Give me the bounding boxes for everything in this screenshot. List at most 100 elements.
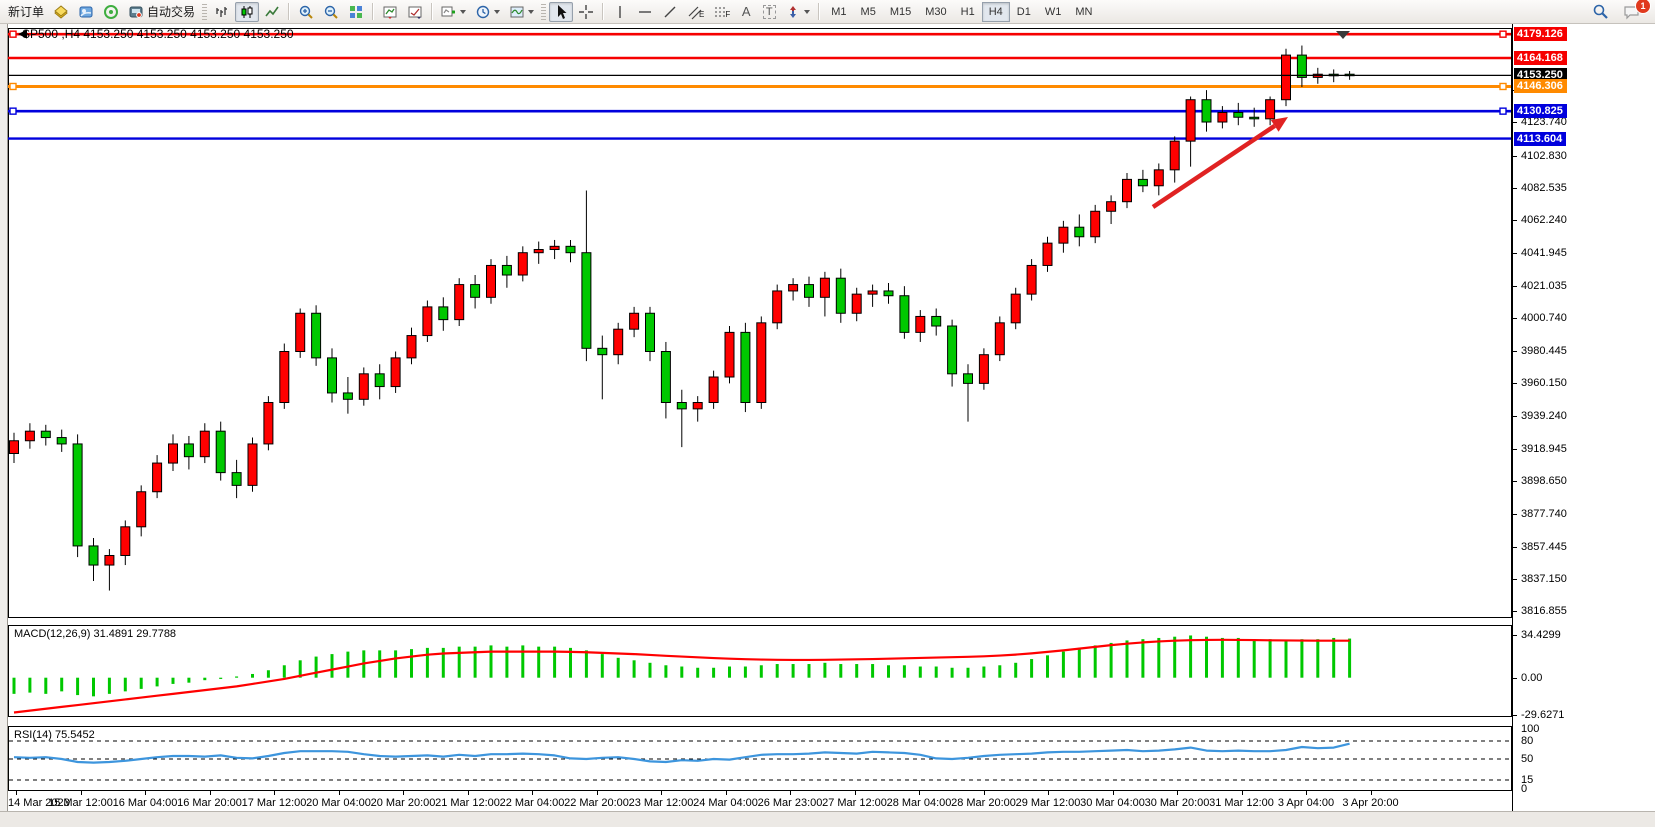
text-label-tool-button[interactable]: T — [758, 2, 780, 22]
date-label: 17 Mar 12:00 — [241, 797, 307, 809]
status-bar — [0, 811, 1655, 827]
price-axis-tick — [1513, 546, 1517, 548]
timeframe-button-w1[interactable]: W1 — [1044, 5, 1062, 18]
date-label: 28 Mar 20:00 — [951, 797, 1016, 809]
price-scale-label: 3898.650 — [1521, 475, 1567, 488]
macd-pane-canvas[interactable] — [8, 625, 1512, 717]
zoom-in-button[interactable] — [294, 2, 318, 22]
timeframe-button-h4[interactable]: H4 — [981, 1, 1010, 22]
line-handle — [1499, 30, 1507, 38]
date-label: 22 Mar 20:00 — [564, 797, 629, 809]
notifications-button[interactable]: 1 — [1619, 0, 1651, 22]
trendline-tool-button[interactable] — [658, 2, 682, 22]
chart-template-button[interactable] — [505, 2, 538, 22]
price-scale-label: 4021.035 — [1521, 280, 1567, 293]
vertical-line-icon — [612, 4, 628, 20]
new-order-label: 新订单 — [8, 5, 45, 19]
date-axis-tick — [1241, 791, 1243, 795]
period-clock-button[interactable] — [471, 2, 504, 22]
date-axis-tick — [16, 791, 17, 795]
date-axis[interactable]: 14 Mar 2023 15 Mar 12:00 16 Mar 04:00 16 Ma… — [8, 791, 1512, 811]
date-axis-tick — [1048, 791, 1049, 795]
toolbar-separator — [818, 3, 821, 20]
rsi-scale-label: 0 — [1521, 783, 1528, 795]
rsi-label: RSI(14) 75.5452 — [14, 729, 95, 741]
clock-icon — [475, 4, 491, 20]
price-chart-canvas[interactable] — [8, 28, 1512, 618]
cursor-tool-button[interactable] — [549, 1, 574, 22]
dropdown-caret-icon — [460, 9, 467, 14]
bar-chart-type-button[interactable] — [210, 2, 234, 22]
candlestick-chart-type-button[interactable] — [235, 1, 260, 22]
macd-scale-label: 0.00 — [1521, 671, 1543, 684]
search-icon — [1592, 3, 1609, 20]
equidistant-channel-tool-button[interactable]: E — [683, 2, 708, 22]
timeframe-button-d1[interactable]: D1 — [1016, 5, 1031, 18]
new-order-button[interactable]: 新订单 — [4, 2, 48, 22]
horizontal-line-tool-button[interactable] — [633, 2, 657, 22]
chart-window-list-button[interactable] — [403, 2, 427, 22]
timeframe-button-mn[interactable]: MN — [1075, 5, 1093, 18]
line-handle — [1499, 107, 1507, 115]
date-axis-tick — [209, 791, 211, 795]
price-axis-column[interactable]: 4144.0554123.7404102.8304082.5354062.240… — [1512, 24, 1655, 811]
crosshair-tool-button[interactable] — [574, 2, 598, 22]
market-analysis-icon-button[interactable] — [74, 2, 98, 22]
price-axis-tick — [1513, 611, 1517, 613]
rsi-pane-canvas[interactable] — [8, 726, 1512, 791]
toolbar-separator — [602, 3, 605, 20]
timeframe-button-m1[interactable]: M1 — [831, 5, 847, 18]
chart-shift-marker[interactable] — [1336, 31, 1350, 39]
date-axis-tick — [983, 791, 985, 795]
price-scale-label: 4000.740 — [1521, 312, 1567, 325]
date-axis-tick — [1306, 791, 1307, 795]
price-scale-label: 4041.945 — [1521, 246, 1567, 259]
timeframe-button-m5[interactable]: M5 — [860, 5, 876, 18]
date-axis-tick — [145, 791, 146, 795]
date-label: 28 Mar 04:00 — [886, 797, 952, 809]
timeframe-button-m30[interactable]: M30 — [925, 5, 947, 18]
date-label: 20 Mar 04:00 — [306, 797, 371, 809]
main-toolbar: 新订单 自动交易 — [0, 0, 1655, 24]
tile-windows-button[interactable] — [344, 2, 368, 22]
fibonacci-icon — [713, 4, 729, 20]
price-scale-label: 4062.240 — [1521, 214, 1567, 227]
timeframe-button-h1[interactable]: H1 — [960, 5, 975, 18]
date-axis-tick — [919, 791, 920, 795]
date-label: 24 Mar 04:00 — [693, 797, 758, 809]
macd-signal-line — [13, 638, 1350, 714]
fibonacci-tool-button[interactable]: F — [709, 2, 734, 22]
text-tool-glyph: A — [741, 4, 751, 19]
notebook-icon-button[interactable] — [49, 2, 73, 22]
timeframe-button-m15[interactable]: M15 — [889, 5, 912, 18]
vertical-line-tool-button[interactable] — [608, 2, 632, 22]
price-scale-label: 3877.740 — [1521, 508, 1567, 521]
add-indicator-button[interactable] — [437, 2, 470, 22]
autotrading-button[interactable]: 自动交易 — [124, 2, 199, 22]
new-chart-window-button[interactable] — [378, 2, 402, 22]
date-label: 29 Mar 12:00 — [1015, 797, 1081, 809]
text-tool-button[interactable]: A — [735, 2, 757, 22]
date-label: 15 Mar 12:00 — [48, 797, 113, 809]
trend-arrow-annotation[interactable] — [1151, 124, 1276, 209]
analysis-icon — [78, 4, 94, 20]
autotrading-icon — [128, 4, 144, 20]
search-button[interactable] — [1588, 2, 1613, 22]
macd-axis-tick — [1513, 714, 1517, 716]
toolbar-right-tools: 1 — [1588, 0, 1651, 22]
price-axis-tick — [1513, 155, 1517, 157]
notification-badge: 1 — [1635, 0, 1651, 14]
price-axis-tick — [1513, 514, 1517, 516]
trendline-icon — [662, 4, 678, 20]
arrows-tool-button[interactable] — [781, 2, 814, 22]
line-handle — [9, 82, 17, 91]
signal-icon-button[interactable] — [99, 2, 123, 22]
price-badge: 4153.250 — [1514, 68, 1567, 83]
date-label: 26 Mar 23:00 — [757, 797, 823, 809]
zoom-out-button[interactable] — [319, 2, 343, 22]
line-chart-type-button[interactable] — [260, 2, 284, 22]
line-marker-triangle — [18, 29, 27, 39]
price-axis-tick — [1513, 252, 1517, 254]
crosshair-icon — [578, 4, 594, 20]
text-label-glyph: T — [762, 4, 776, 19]
